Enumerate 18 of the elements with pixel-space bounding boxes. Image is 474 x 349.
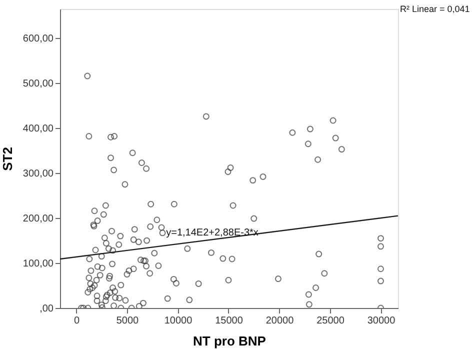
- text: R² Linear = 0,041: [400, 4, 470, 14]
- y-tick-label: 300,00: [22, 168, 54, 180]
- y-axis-title: ST2: [0, 147, 15, 171]
- x-tick-label: 15000: [215, 316, 244, 326]
- y-tick-label: 500,00: [22, 78, 54, 90]
- x-axis-title: NT pro BNP: [193, 334, 266, 348]
- y-tick-label: 400,00: [22, 124, 54, 135]
- y-tick-label: 100,00: [22, 258, 54, 270]
- x-tick-label: 0: [74, 316, 80, 326]
- x-tick-label: 20000: [266, 316, 294, 326]
- x-tick-label: 5000: [116, 316, 140, 326]
- annotation: y=1,14E2+2,88E-3*x: [166, 228, 258, 239]
- x-tick-label: 10000: [164, 316, 193, 326]
- y-tick-label: ,00: [40, 304, 54, 314]
- y-tick-label: 600,00: [22, 34, 54, 45]
- x-tick-label: 30000: [367, 316, 396, 326]
- y-tick-label: 200,00: [22, 214, 54, 225]
- x-tick-label: 25000: [316, 316, 345, 326]
